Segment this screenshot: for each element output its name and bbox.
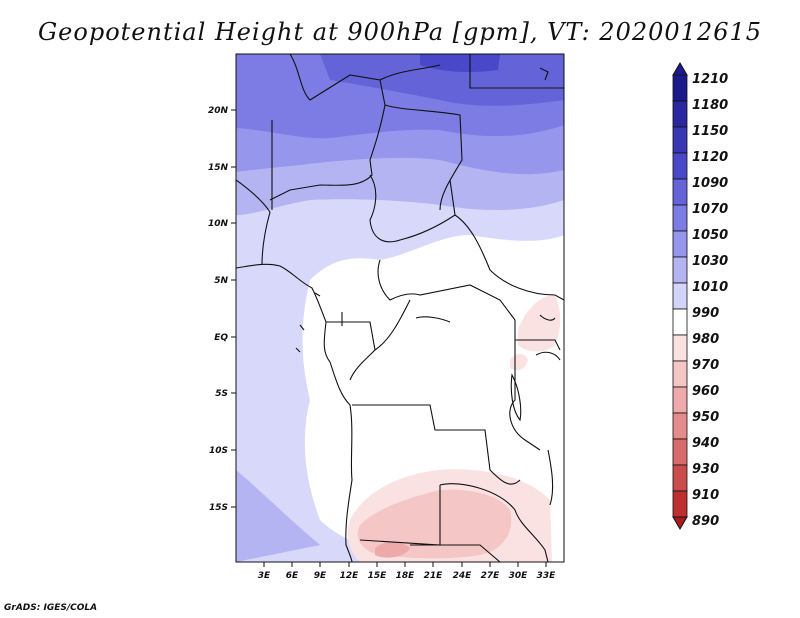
lon-label: 33E [537,571,557,581]
colorbar-level-label: 890 [692,514,719,529]
colorbar-swatch [672,438,688,466]
colorbar-swatch [672,360,688,388]
lat-label: 20N [208,106,229,116]
colorbar-level-label: 980 [692,332,719,347]
lon-label: 27E [481,571,501,581]
height-field [236,54,564,562]
colorbar-swatch [672,308,688,336]
colorbar-swatch [672,282,688,310]
colorbar-swatch [672,256,688,284]
lon-label: 21E [424,571,444,581]
colorbar-swatch [672,178,688,206]
colorbar-level-label: 960 [692,384,719,399]
lon-label: 3E [258,571,271,581]
colorbar-level-label: 1150 [692,124,728,139]
colorbar-swatch [672,204,688,232]
colorbar-bottom-arrow [672,516,688,530]
colorbar-swatch [672,230,688,258]
colorbar-level-label: 1070 [692,202,728,217]
lat-label: EQ [214,333,228,343]
country-borders [236,54,564,562]
lat-label: 10N [208,219,229,229]
colorbar-swatch [672,464,688,492]
colorbar-level-label: 1120 [692,150,728,165]
lon-label: 6E [286,571,299,581]
colorbar-level-label: 1180 [692,98,728,113]
lat-label: 15S [209,503,228,513]
colorbar-level-label: 910 [692,488,719,503]
lat-label: 5N [214,276,228,286]
lon-label: 18E [396,571,416,581]
colorbar-level-label: 940 [692,436,719,451]
colorbar-level-label: 1090 [692,176,728,191]
colorbar: 1210 1180 1150 1120 1090 1070 1050 1030 1010 990 9… [672,62,728,530]
colorbar-top-arrow [672,62,688,76]
colorbar-swatch [672,412,688,440]
footer-credit: GrADS: IGES/COLA [4,603,98,613]
colorbar-level-label: 990 [692,306,719,321]
colorbar-level-label: 930 [692,462,719,477]
lon-label: 24E [453,571,473,581]
colorbar-swatch [672,126,688,154]
colorbar-swatch [672,490,688,518]
lat-label: 10S [209,446,228,456]
colorbar-level-label: 1210 [692,72,728,87]
lon-label: 30E [509,571,529,581]
colorbar-swatch [672,74,688,102]
map-frame [235,53,565,563]
map-title: Geopotential Height at 900hPa [gpm], VT:… [38,18,762,46]
lon-label: 15E [368,571,388,581]
colorbar-swatch [672,152,688,180]
lon-label: 12E [340,571,360,581]
colorbar-level-label: 970 [692,358,719,373]
lon-label: 9E [314,571,327,581]
lat-label: 15N [208,163,229,173]
colorbar-level-label: 1050 [692,228,728,243]
colorbar-swatch [672,386,688,414]
colorbar-level-label: 1030 [692,254,728,269]
colorbar-level-label: 1010 [692,280,728,295]
colorbar-level-label: 950 [692,410,719,425]
colorbar-swatch [672,334,688,362]
colorbar-swatch [672,100,688,128]
lat-label: 5S [215,389,228,399]
